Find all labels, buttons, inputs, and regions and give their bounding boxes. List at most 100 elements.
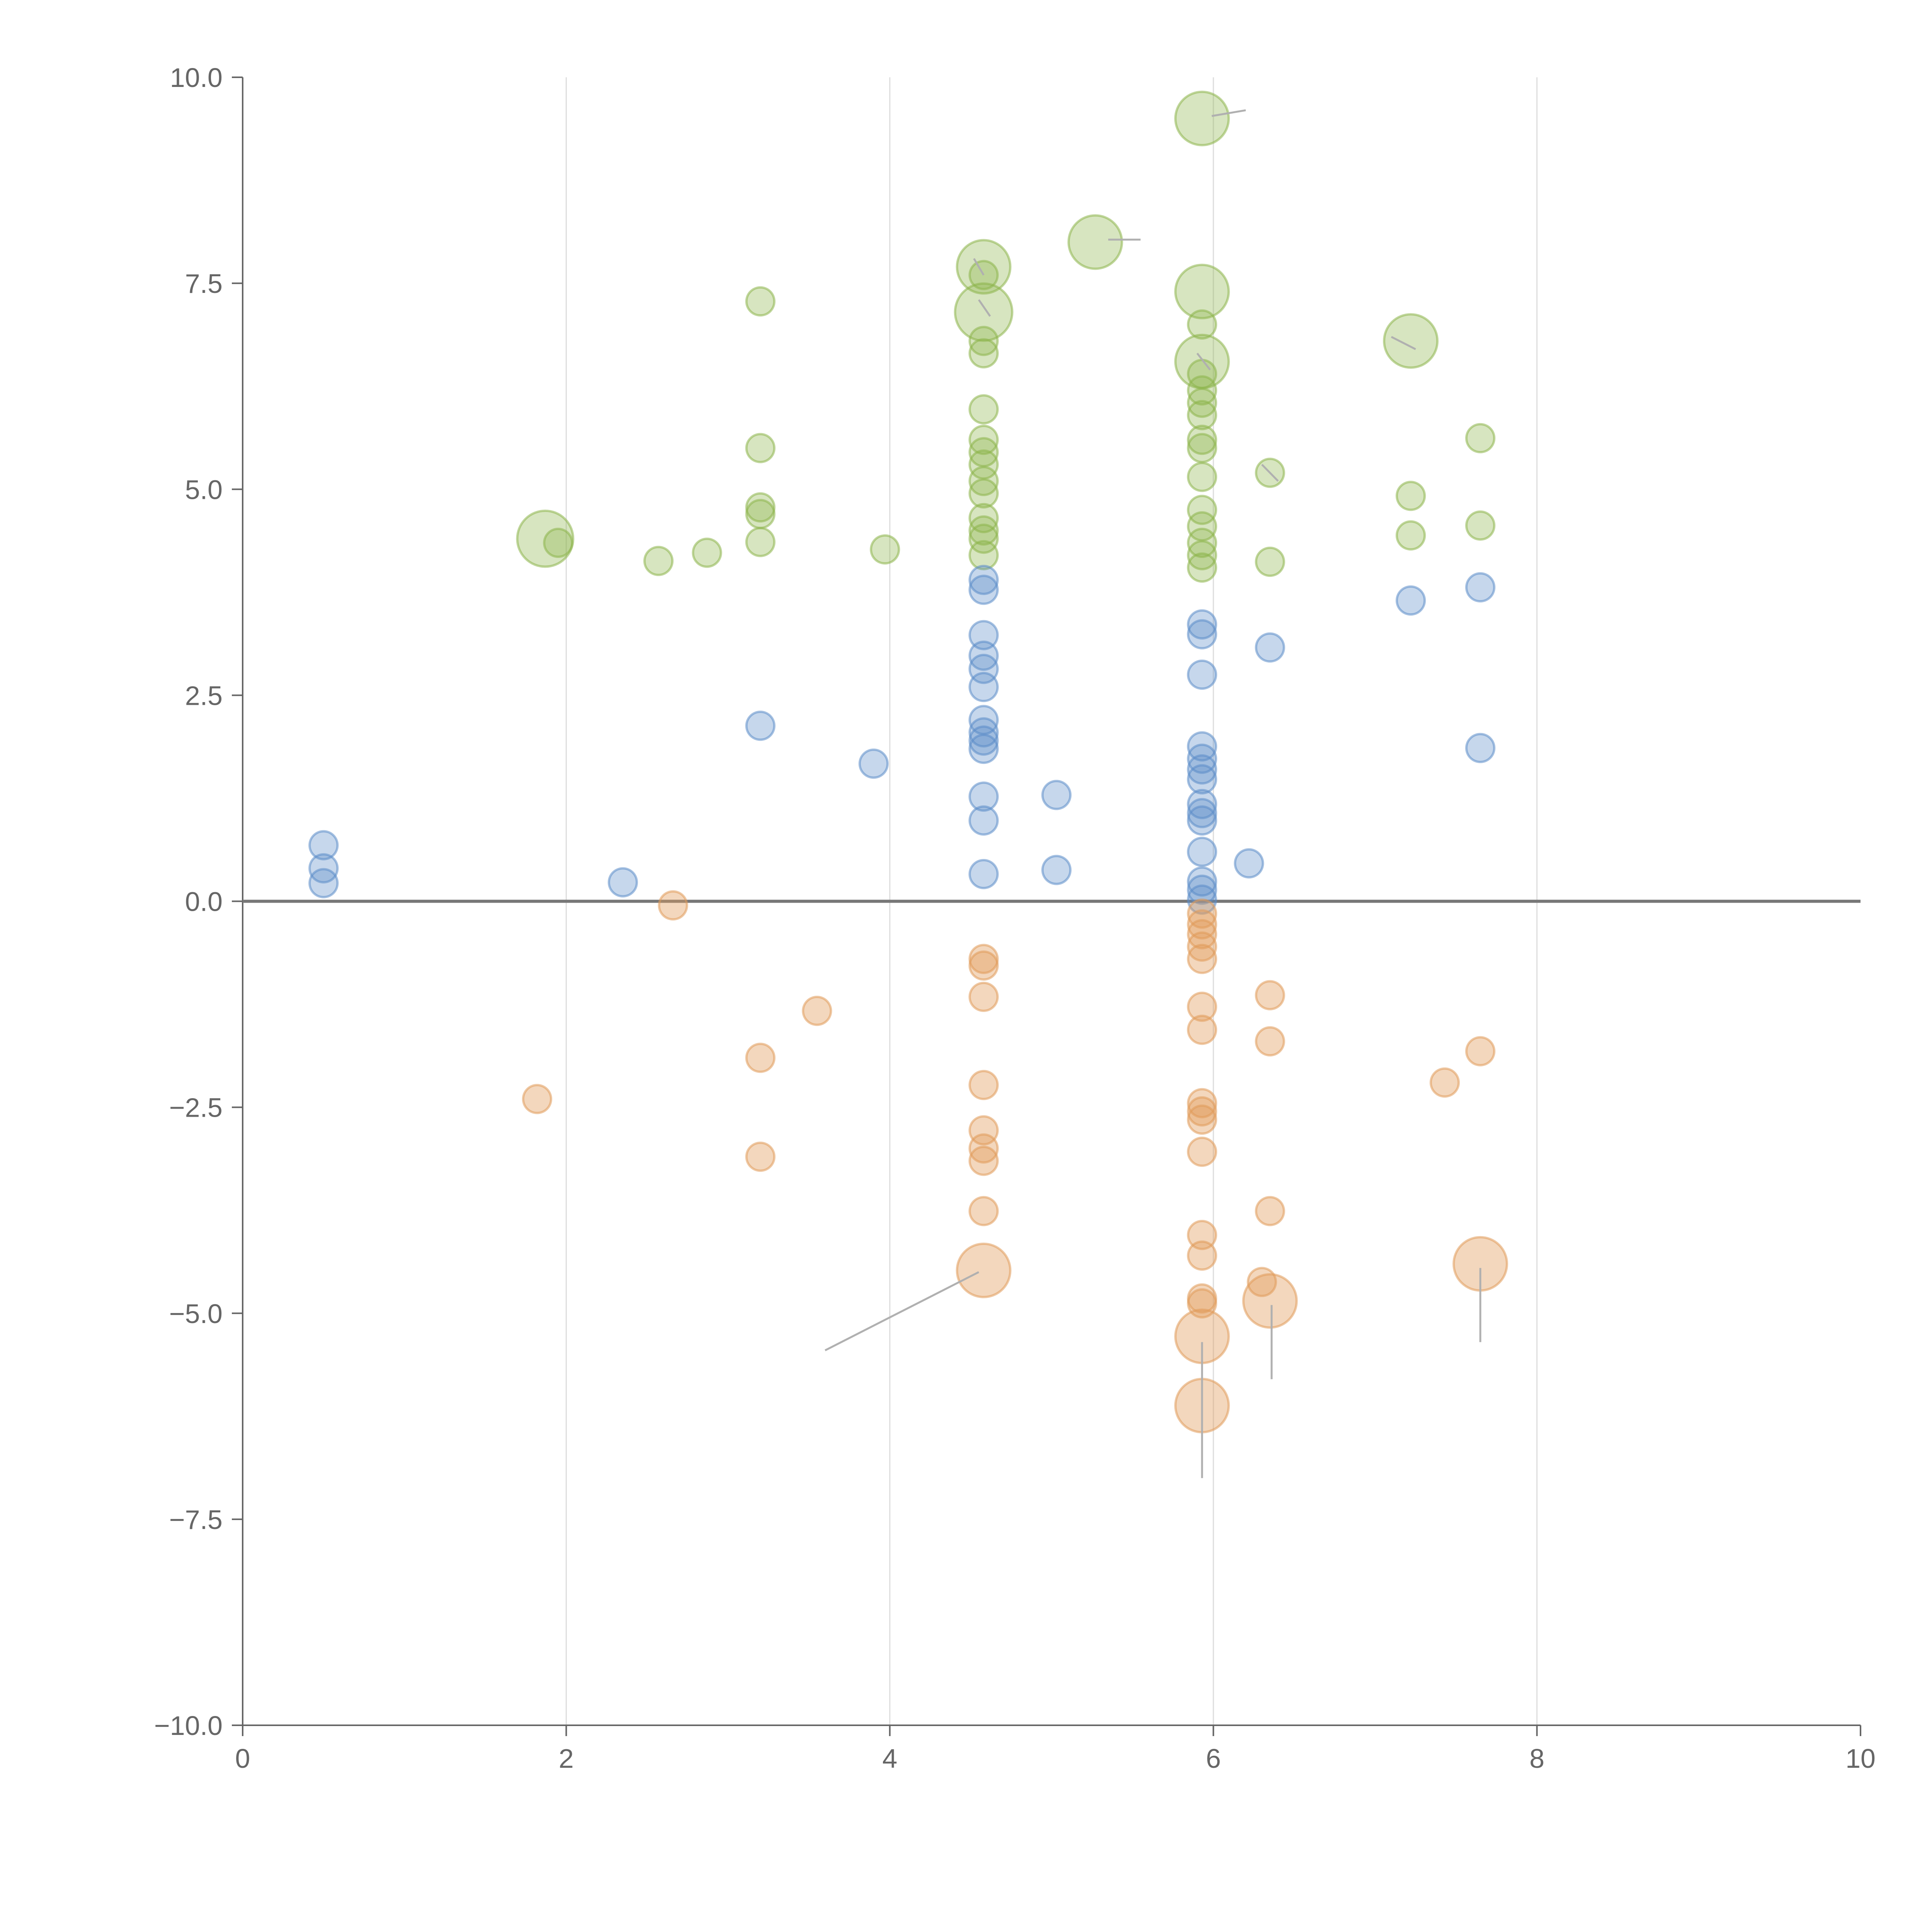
orange-bubble	[1187, 909, 1218, 940]
x-tick-label: 0	[235, 1743, 250, 1774]
orange-bubble	[1187, 898, 1218, 929]
orange-bubble	[968, 1196, 999, 1226]
axes	[232, 77, 1861, 1736]
green-bubble	[870, 534, 900, 565]
green-bubble	[968, 338, 999, 369]
green-bubble	[968, 326, 999, 356]
blue-bubble	[1187, 789, 1218, 819]
orange-bubble	[1187, 1220, 1218, 1250]
x-tick-label: 10	[1845, 1743, 1876, 1774]
blue-bubble	[308, 868, 339, 898]
orange-bubble	[1247, 1267, 1277, 1297]
green-bubble	[1187, 309, 1218, 340]
green-bubble	[745, 433, 776, 463]
blue-bubble	[745, 711, 776, 741]
y-tick-label: −10.0	[154, 1711, 223, 1741]
blue-bubble	[1041, 780, 1072, 810]
green-bubble	[745, 527, 776, 557]
green-bubble	[1187, 425, 1218, 455]
orange-bubble	[1255, 1196, 1285, 1226]
x-tick-label: 2	[559, 1743, 574, 1774]
green-bubble	[968, 515, 999, 546]
orange-bubble	[522, 1084, 553, 1114]
blue-bubble	[968, 565, 999, 595]
orange-bubble	[968, 944, 999, 974]
blue-bubble	[1395, 585, 1426, 616]
green-bubble	[968, 478, 999, 509]
blue-bubble	[1234, 848, 1264, 879]
annotation-leader-lines	[825, 109, 1481, 1478]
leader-line	[978, 299, 991, 317]
orange-bubble	[1187, 1288, 1218, 1319]
blue-bubble	[1187, 764, 1218, 795]
y-tick-label: −2.5	[169, 1093, 223, 1123]
blue-bubble	[968, 575, 999, 605]
orange-bubble	[968, 1070, 999, 1100]
orange-bubble	[1187, 1136, 1218, 1167]
orange-bubble	[658, 890, 688, 921]
blue-bubble	[607, 867, 638, 898]
orange-bubble	[968, 981, 999, 1012]
orange-bubble	[1255, 980, 1285, 1010]
blue-bubble	[1255, 632, 1285, 663]
blue-bubble	[1187, 798, 1218, 828]
blue-bubble	[968, 859, 999, 889]
green-bubble	[1465, 510, 1496, 541]
blue-bubble	[968, 620, 999, 650]
blue-bubble	[968, 725, 999, 756]
blue-bubble	[858, 748, 889, 779]
orange-bubble	[956, 1242, 1012, 1298]
green-bubble	[745, 492, 776, 523]
blue-bubble	[1041, 855, 1072, 885]
orange-bubble	[968, 950, 999, 981]
orange-bubble	[1465, 1036, 1496, 1066]
orange-bubble	[802, 996, 832, 1026]
blue-bubble	[1465, 733, 1496, 763]
leader-line	[825, 1271, 980, 1351]
green-bubble	[1187, 462, 1218, 492]
orange-bubble	[745, 1141, 776, 1172]
orange-bubble	[1429, 1067, 1460, 1098]
green-bubble	[1067, 214, 1123, 270]
green-bubble	[745, 286, 776, 317]
green-bubble	[543, 527, 573, 558]
blue-bubble	[968, 781, 999, 812]
orange-bubble	[1187, 944, 1218, 974]
bubble-marks	[308, 90, 1509, 1434]
y-tick-label: 5.0	[185, 474, 223, 505]
green-bubble	[1255, 546, 1285, 577]
green-bubble	[1395, 481, 1426, 511]
green-bubble	[745, 499, 776, 529]
blue-bubble	[1187, 659, 1218, 690]
leader-line	[973, 258, 985, 276]
x-tick-label: 6	[1206, 1743, 1221, 1774]
orange-bubble	[1187, 1104, 1218, 1135]
green-bubble	[968, 503, 999, 534]
green-bubble	[1187, 400, 1218, 430]
blue-bubble	[1187, 609, 1218, 640]
orange-bubble	[745, 1043, 776, 1073]
orange-bubble	[1187, 1096, 1218, 1127]
orange-bubble	[968, 1146, 999, 1176]
green-bubble	[1383, 313, 1439, 369]
x-tick-label: 4	[882, 1743, 897, 1774]
tick-labels: 10.0 7.5 5.0 2.5 0.0 −2.5 −5.0 −7.5 −10.0 0 2 4 6 8 10	[154, 63, 1876, 1774]
blue-bubble	[968, 805, 999, 836]
blue-bubble	[1187, 754, 1218, 785]
leader-line	[1211, 109, 1246, 117]
green-bubble	[1395, 520, 1426, 551]
orange-bubble	[1187, 992, 1218, 1022]
blue-bubble	[968, 717, 999, 748]
blue-bubble	[1187, 837, 1218, 867]
leader-line	[1261, 464, 1279, 482]
green-bubble	[1187, 540, 1218, 570]
blue-bubble	[968, 672, 999, 702]
green-bubble	[1187, 527, 1218, 558]
blue-bubble	[1187, 619, 1218, 650]
green-bubble	[968, 540, 999, 570]
y-tick-label: 0.0	[185, 887, 223, 917]
leader-line	[1391, 336, 1416, 350]
orange-bubble	[1187, 919, 1218, 949]
orange-bubble	[1255, 1026, 1285, 1057]
